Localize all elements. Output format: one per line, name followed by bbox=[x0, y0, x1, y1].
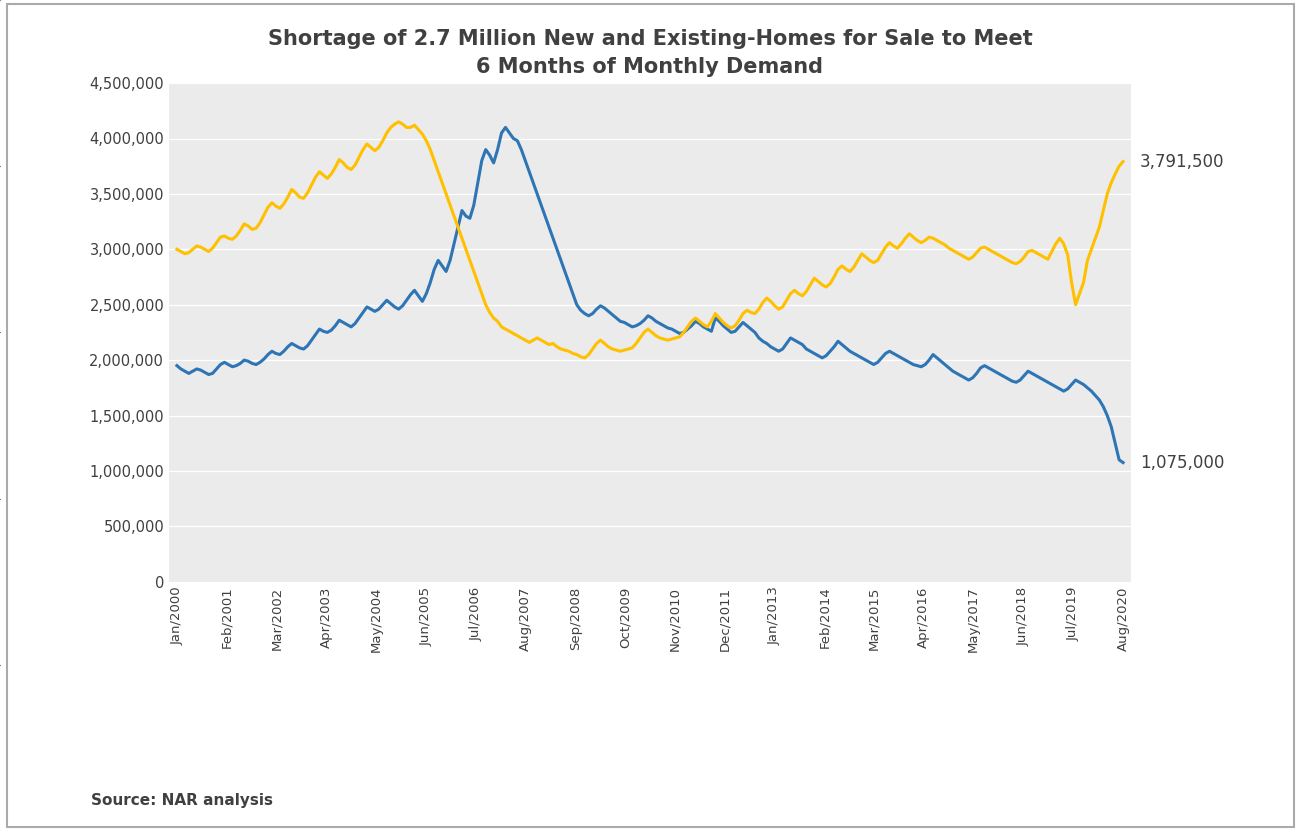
Text: Source: NAR analysis: Source: NAR analysis bbox=[91, 793, 273, 808]
Text: 3,791,500: 3,791,500 bbox=[1140, 153, 1225, 170]
Text: Shortage of 2.7 Million New and Existing-Homes for Sale to Meet
6 Months of Mont: Shortage of 2.7 Million New and Existing… bbox=[268, 29, 1032, 77]
Text: 1,075,000: 1,075,000 bbox=[1140, 454, 1225, 471]
